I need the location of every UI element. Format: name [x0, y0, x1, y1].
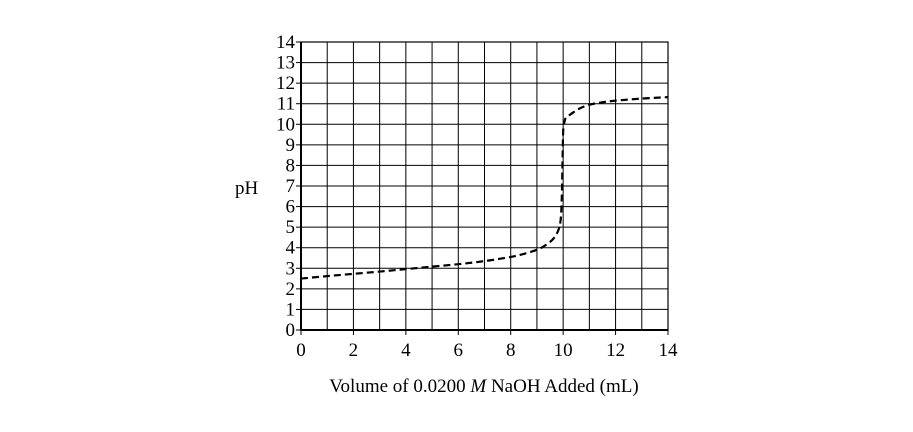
grid: [296, 41, 669, 335]
y-tick-label: 1: [286, 299, 296, 320]
x-axis-label: Volume of 0.0200 M NaOH Added (mL): [329, 376, 638, 397]
y-tick-label: 11: [277, 94, 295, 115]
y-tick-label: 5: [286, 217, 296, 238]
y-tick-label: 12: [276, 73, 295, 94]
x-tick-labels: 0 2 4 6 8 10 12 14: [296, 340, 678, 361]
y-tick-label: 4: [286, 238, 296, 259]
y-tick-label: 0: [286, 320, 296, 341]
y-tick-label: 13: [276, 53, 295, 74]
titration-curve: [300, 96, 669, 280]
x-tick-label: 4: [401, 340, 411, 361]
x-axis-label-unit-italic: M: [469, 376, 487, 397]
x-axis-label-part-3: NaOH Added (mL): [486, 376, 639, 397]
x-tick-label: 10: [554, 340, 573, 361]
y-tick-label: 6: [286, 197, 296, 218]
y-tick-label: 9: [286, 135, 296, 156]
y-axis-label: pH: [235, 178, 259, 199]
y-tick-label: 10: [276, 114, 295, 135]
x-tick-label: 2: [349, 340, 359, 361]
x-tick-label: 12: [606, 340, 625, 361]
y-tick-label: 14: [276, 32, 296, 53]
y-tick-label: 3: [286, 258, 296, 279]
x-tick-label: 6: [454, 340, 464, 361]
x-tick-label: 14: [659, 340, 679, 361]
x-tick-label: 8: [506, 340, 516, 361]
x-axis-label-part-1: Volume of 0.0200: [329, 376, 470, 397]
y-tick-label: 2: [286, 279, 296, 300]
y-tick-label: 7: [286, 176, 296, 197]
x-tick-label: 0: [296, 340, 306, 361]
y-tick-label: 8: [286, 155, 296, 176]
